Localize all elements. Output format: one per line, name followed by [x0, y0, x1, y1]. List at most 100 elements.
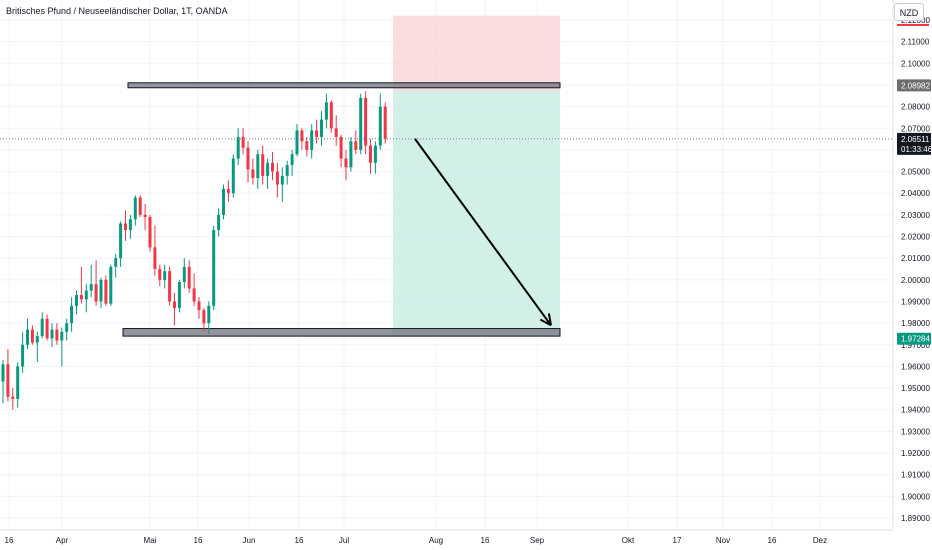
candle	[65, 318, 69, 341]
stop-price-label-bg	[897, 79, 931, 92]
candle	[11, 388, 15, 410]
candle-body	[99, 279, 103, 302]
candle	[334, 115, 338, 146]
time-tick-label: Nov	[716, 536, 730, 545]
candle	[339, 134, 343, 168]
candle-body	[192, 288, 196, 302]
candle	[173, 292, 176, 326]
candle-body	[354, 141, 358, 150]
current-price-label: 2.06511	[901, 135, 930, 144]
price-tick-label: 1.98000	[901, 319, 930, 328]
candle-body	[251, 169, 255, 179]
trend-arrow[interactable]	[414, 138, 552, 327]
candle	[187, 260, 191, 293]
candle-body	[197, 301, 201, 311]
candle	[75, 290, 78, 315]
short-position-tool[interactable]	[393, 15, 560, 337]
candle	[310, 123, 314, 159]
take-profit-zone[interactable]	[393, 91, 560, 337]
currency-badge[interactable]: NZD	[894, 3, 924, 21]
time-tick-label: 17	[673, 536, 682, 545]
candle	[256, 149, 260, 189]
candle-body	[212, 230, 216, 306]
support-zone[interactable]	[122, 328, 561, 337]
candle	[55, 323, 59, 345]
candle	[94, 260, 98, 306]
candle	[290, 149, 294, 176]
candle-body	[256, 154, 260, 179]
candle-body	[75, 294, 78, 306]
candle	[305, 136, 309, 157]
candle	[275, 162, 279, 198]
candle-body	[79, 294, 83, 300]
arrow-head[interactable]	[539, 318, 552, 327]
candle-body	[369, 145, 372, 163]
candle	[315, 119, 319, 144]
candle	[158, 264, 162, 287]
candle	[168, 266, 172, 306]
time-tick-label: Apr	[56, 536, 69, 545]
time-axis[interactable]: 16 Apr Mai 16 Jun 16 Jul Aug 16 Sep Okt 17 Nov 16 Dez	[0, 529, 893, 545]
candle-body	[1, 364, 5, 382]
candle-body	[133, 197, 137, 220]
time-tick-label: 16	[194, 536, 203, 545]
stop-axis-marker	[897, 24, 929, 26]
zone-rectangles[interactable]	[122, 82, 561, 337]
stop-loss-zone[interactable]	[393, 15, 560, 92]
candle	[212, 225, 216, 311]
candle-body	[202, 310, 206, 324]
candle	[138, 195, 142, 218]
candle-body	[300, 130, 304, 142]
candle	[89, 264, 93, 298]
price-tick-label: 1.93000	[901, 427, 930, 436]
candle	[329, 100, 333, 133]
candle-body	[285, 165, 289, 176]
time-tick-label: Dez	[813, 536, 827, 545]
time-tick-label: 16	[481, 536, 490, 545]
candle-body	[275, 171, 279, 185]
candle-body	[236, 136, 240, 159]
price-tick-label: 2.04000	[901, 189, 930, 198]
candle	[285, 160, 289, 185]
candle	[231, 154, 235, 198]
candle	[192, 273, 196, 306]
arrow-head[interactable]	[547, 313, 552, 326]
candle-body	[6, 364, 10, 397]
candle-body	[329, 102, 333, 129]
candle-body	[182, 266, 186, 282]
candle	[6, 349, 10, 402]
candle	[16, 362, 20, 408]
candle	[359, 93, 363, 155]
candle-body	[163, 271, 167, 280]
candle-body	[359, 97, 363, 150]
candle	[104, 275, 108, 306]
candle-body	[168, 271, 172, 302]
arrow-line[interactable]	[414, 138, 552, 326]
time-tick-label: Sep	[530, 536, 545, 545]
price-tick-label: 1.97000	[901, 341, 930, 350]
candle	[349, 136, 353, 172]
resistance-zone[interactable]	[127, 82, 561, 89]
candle	[222, 184, 225, 220]
candlestick-series	[1, 91, 387, 410]
candle-body	[173, 301, 176, 308]
candle	[295, 123, 299, 157]
candle-body	[310, 130, 314, 150]
candle	[261, 145, 265, 185]
candle-body	[148, 217, 152, 248]
candle-body	[70, 305, 74, 324]
price-tick-label: 2.10000	[901, 59, 930, 68]
price-tick-label: 2.00000	[901, 276, 930, 285]
price-tick-label: 1.89000	[901, 514, 930, 523]
candle	[79, 266, 83, 304]
time-tick-label: Jun	[243, 536, 256, 545]
candle	[99, 277, 103, 308]
candle	[236, 128, 240, 166]
candle-body	[40, 318, 44, 337]
candle	[241, 128, 245, 155]
candle	[148, 214, 152, 252]
candle-body	[231, 158, 235, 194]
price-tick-label: 2.08000	[901, 103, 930, 112]
